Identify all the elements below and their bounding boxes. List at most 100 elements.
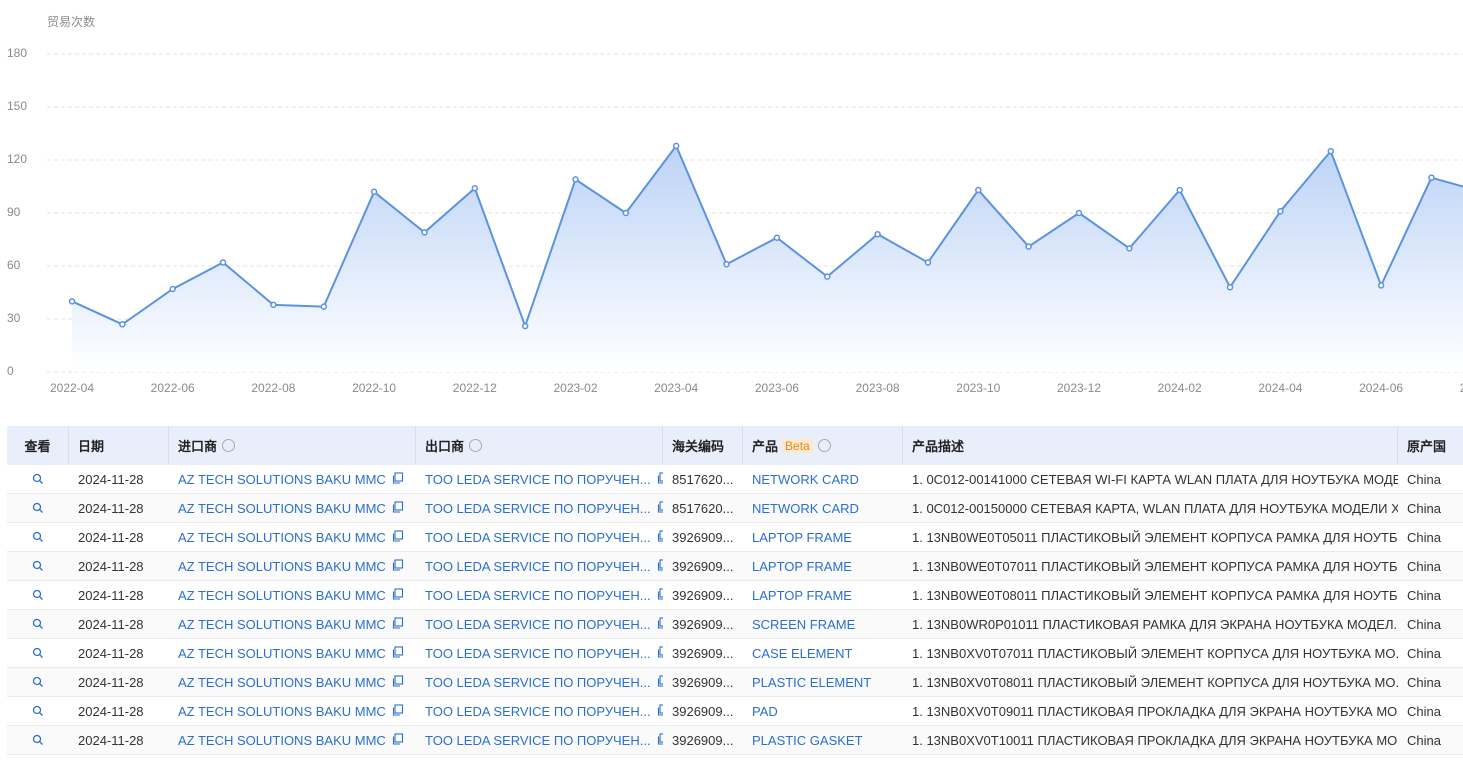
cell-link[interactable]: SCREEN FRAME xyxy=(752,616,856,632)
copy-icon[interactable] xyxy=(386,645,404,661)
cell-text: China xyxy=(1407,471,1441,487)
cell-link[interactable]: NETWORK CARD xyxy=(752,471,859,487)
cell-link[interactable]: TOO LEDA SERVICE ПО ПОРУЧЕН... xyxy=(425,500,651,516)
point xyxy=(219,259,227,266)
copy-icon[interactable] xyxy=(651,645,663,661)
point xyxy=(824,273,831,280)
table-cell: TOO LEDA SERVICE ПО ПОРУЧЕН... xyxy=(416,494,663,522)
cell-link[interactable]: TOO LEDA SERVICE ПО ПОРУЧЕН... xyxy=(425,616,651,632)
cell-link[interactable]: TOO LEDA SERVICE ПО ПОРУЧЕН... xyxy=(425,703,651,719)
copy-icon[interactable] xyxy=(651,587,663,603)
cell-link[interactable]: LAPTOP FRAME xyxy=(752,529,852,545)
cell-link[interactable]: PLASTIC GASKET xyxy=(752,732,863,748)
cell-link[interactable]: AZ TECH SOLUTIONS BAKU MMC xyxy=(178,500,386,516)
cell-link[interactable]: NETWORK CARD xyxy=(752,500,859,516)
table-cell: 2024-11-28 xyxy=(69,465,169,493)
view-button[interactable] xyxy=(7,610,69,638)
copy-icon[interactable] xyxy=(386,500,404,516)
cell-link[interactable]: PLASTIC ELEMENT xyxy=(752,674,872,690)
cell-text: 3926909... xyxy=(672,645,734,661)
copy-icon[interactable] xyxy=(651,500,663,516)
cell-link[interactable]: AZ TECH SOLUTIONS BAKU MMC xyxy=(178,703,386,719)
view-button[interactable] xyxy=(7,668,69,696)
table-cell: 1. 13NB0XV0T08011 ПЛАСТИКОВЫЙ ЭЛЕМЕНТ КО… xyxy=(903,668,1398,696)
table-cell: 1. 0C012-00150000 СЕТЕВАЯ КАРТА, WLAN ПЛ… xyxy=(903,494,1398,522)
copy-icon[interactable] xyxy=(386,616,404,632)
cell-link[interactable]: CASE ELEMENT xyxy=(752,645,853,661)
view-button[interactable] xyxy=(7,697,69,725)
point xyxy=(1377,282,1385,289)
copy-icon[interactable] xyxy=(651,558,663,574)
table-row: 2024-11-28 AZ TECH SOLUTIONS BAKU MMC TOO … xyxy=(7,581,1463,610)
cell-link[interactable]: AZ TECH SOLUTIONS BAKU MMC xyxy=(178,732,386,748)
cell-link[interactable]: AZ TECH SOLUTIONS BAKU MMC xyxy=(178,558,386,574)
view-button[interactable] xyxy=(7,523,69,551)
table-cell: SCREEN FRAME xyxy=(743,610,903,638)
copy-icon[interactable] xyxy=(386,529,404,545)
table-cell: China xyxy=(1398,494,1463,522)
cell-link[interactable]: AZ TECH SOLUTIONS BAKU MMC xyxy=(178,587,386,603)
table-cell: 2024-11-28 xyxy=(69,494,169,522)
copy-icon[interactable] xyxy=(386,674,404,690)
cell-link[interactable]: TOO LEDA SERVICE ПО ПОРУЧЕН... xyxy=(425,529,651,545)
table-cell: China xyxy=(1398,726,1463,754)
point xyxy=(1025,243,1032,250)
copy-icon[interactable] xyxy=(651,616,663,632)
copy-icon[interactable] xyxy=(386,703,404,719)
table-cell: AZ TECH SOLUTIONS BAKU MMC xyxy=(169,523,416,551)
view-button[interactable] xyxy=(7,552,69,580)
point xyxy=(1327,147,1334,155)
point xyxy=(1126,245,1133,252)
cell-text: 2024-11-28 xyxy=(78,587,144,603)
x-tick-label: 2023-08 xyxy=(856,381,900,395)
table-cell: 3926909... xyxy=(663,697,743,725)
view-button[interactable] xyxy=(7,726,69,754)
copy-icon[interactable] xyxy=(386,471,404,487)
cell-link[interactable]: TOO LEDA SERVICE ПО ПОРУЧЕН... xyxy=(425,674,651,690)
table-cell: AZ TECH SOLUTIONS BAKU MMC xyxy=(169,610,416,638)
cell-link[interactable]: AZ TECH SOLUTIONS BAKU MMC xyxy=(178,674,386,690)
cell-link[interactable]: TOO LEDA SERVICE ПО ПОРУЧЕН... xyxy=(425,471,651,487)
copy-icon[interactable] xyxy=(386,732,404,748)
view-button[interactable] xyxy=(7,465,69,493)
copy-icon[interactable] xyxy=(386,587,404,603)
cell-link[interactable]: AZ TECH SOLUTIONS BAKU MMC xyxy=(178,471,386,487)
table-cell: LAPTOP FRAME xyxy=(743,552,903,580)
table-cell: PLASTIC ELEMENT xyxy=(743,668,903,696)
cell-text: 1. 13NB0XV0T08011 ПЛАСТИКОВЫЙ ЭЛЕМЕНТ КО… xyxy=(912,674,1398,690)
cell-link[interactable]: AZ TECH SOLUTIONS BAKU MMC xyxy=(178,529,386,545)
cell-link[interactable]: TOO LEDA SERVICE ПО ПОРУЧЕН... xyxy=(425,587,651,603)
copy-icon[interactable] xyxy=(386,558,404,574)
view-button[interactable] xyxy=(7,494,69,522)
cell-link[interactable]: LAPTOP FRAME xyxy=(752,558,852,574)
data-table: 查看 日期 进口商 出口商 海关编码 产品 Beta 产品描述 原产国 2024-11-28 AZ … xyxy=(7,426,1463,760)
view-button[interactable] xyxy=(7,581,69,609)
table-cell: TOO LEDA SERVICE ПО ПОРУЧЕН... xyxy=(416,581,663,609)
copy-icon[interactable] xyxy=(651,471,663,487)
x-tick-label: 2023-04 xyxy=(654,381,698,395)
copy-icon[interactable] xyxy=(651,529,663,545)
copy-icon[interactable] xyxy=(651,703,663,719)
cell-link[interactable]: LAPTOP FRAME xyxy=(752,587,852,603)
copy-icon[interactable] xyxy=(651,732,663,748)
cell-text: 1. 13NB0WE0T07011 ПЛАСТИКОВЫЙ ЭЛЕМЕНТ КО… xyxy=(912,558,1398,574)
cell-link[interactable]: AZ TECH SOLUTIONS BAKU MMC xyxy=(178,616,386,632)
copy-icon[interactable] xyxy=(651,674,663,690)
info-icon xyxy=(469,439,483,452)
cell-link[interactable]: TOO LEDA SERVICE ПО ПОРУЧЕН... xyxy=(425,645,651,661)
header-text: 日期 xyxy=(78,439,105,454)
cell-text: 1. 13NB0WE0T05011 ПЛАСТИКОВЫЙ ЭЛЕМЕНТ КО… xyxy=(912,529,1398,545)
view-button[interactable] xyxy=(7,639,69,667)
point xyxy=(975,186,982,194)
cell-link[interactable]: PAD xyxy=(752,703,778,719)
cell-text: 3926909... xyxy=(672,616,734,632)
table-cell: China xyxy=(1398,639,1463,667)
table-cell: China xyxy=(1398,465,1463,493)
table-cell: China xyxy=(1398,668,1463,696)
cell-text: 2024-11-28 xyxy=(78,703,144,719)
table-cell: TOO LEDA SERVICE ПО ПОРУЧЕН... xyxy=(416,610,663,638)
cell-link[interactable]: TOO LEDA SERVICE ПО ПОРУЧЕН... xyxy=(425,732,651,748)
cell-link[interactable]: TOO LEDA SERVICE ПО ПОРУЧЕН... xyxy=(425,558,651,574)
point xyxy=(1428,174,1435,181)
cell-link[interactable]: AZ TECH SOLUTIONS BAKU MMC xyxy=(178,645,386,661)
